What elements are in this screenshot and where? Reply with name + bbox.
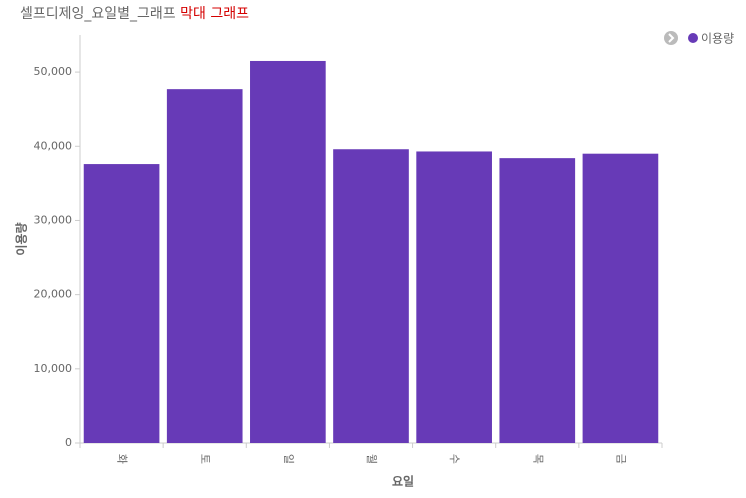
- x-tick-label: 금: [614, 454, 627, 464]
- legend-marker: [688, 33, 698, 43]
- bar: [416, 151, 492, 443]
- y-axis-title: 이용량: [14, 222, 29, 255]
- bar: [250, 60, 326, 444]
- legend-nav-arrow: [668, 33, 675, 43]
- bar: [499, 158, 576, 443]
- y-tick-label: 20,000: [34, 288, 73, 301]
- x-tick-label: 수: [448, 454, 461, 464]
- x-tick-label: 일: [282, 454, 296, 464]
- y-tick-label: 0: [65, 436, 72, 449]
- title-highlight: 막대 그래프: [180, 6, 249, 22]
- bar: [83, 164, 160, 444]
- chart-title: 셀프디제잉_요일별_그래프 막대 그래프: [20, 6, 249, 22]
- x-tick-label: 화: [116, 454, 129, 464]
- x-tick-label: 월: [365, 454, 378, 464]
- bar: [333, 149, 409, 444]
- title-text: 셀프디제잉_요일별_그래프: [20, 6, 176, 22]
- x-axis-title: 요일: [392, 475, 414, 489]
- y-tick-label: 40,000: [34, 139, 73, 152]
- legend-nav-icon[interactable]: [664, 31, 678, 45]
- legend-label: 이용량: [701, 32, 734, 46]
- bar: [166, 89, 243, 444]
- x-tick-label: 토: [199, 454, 212, 464]
- x-tick-label: 목: [531, 454, 544, 464]
- bar: [582, 153, 659, 443]
- y-tick-label: 50,000: [34, 65, 73, 78]
- y-tick-label: 10,000: [34, 362, 73, 375]
- y-tick-label: 30,000: [34, 213, 73, 226]
